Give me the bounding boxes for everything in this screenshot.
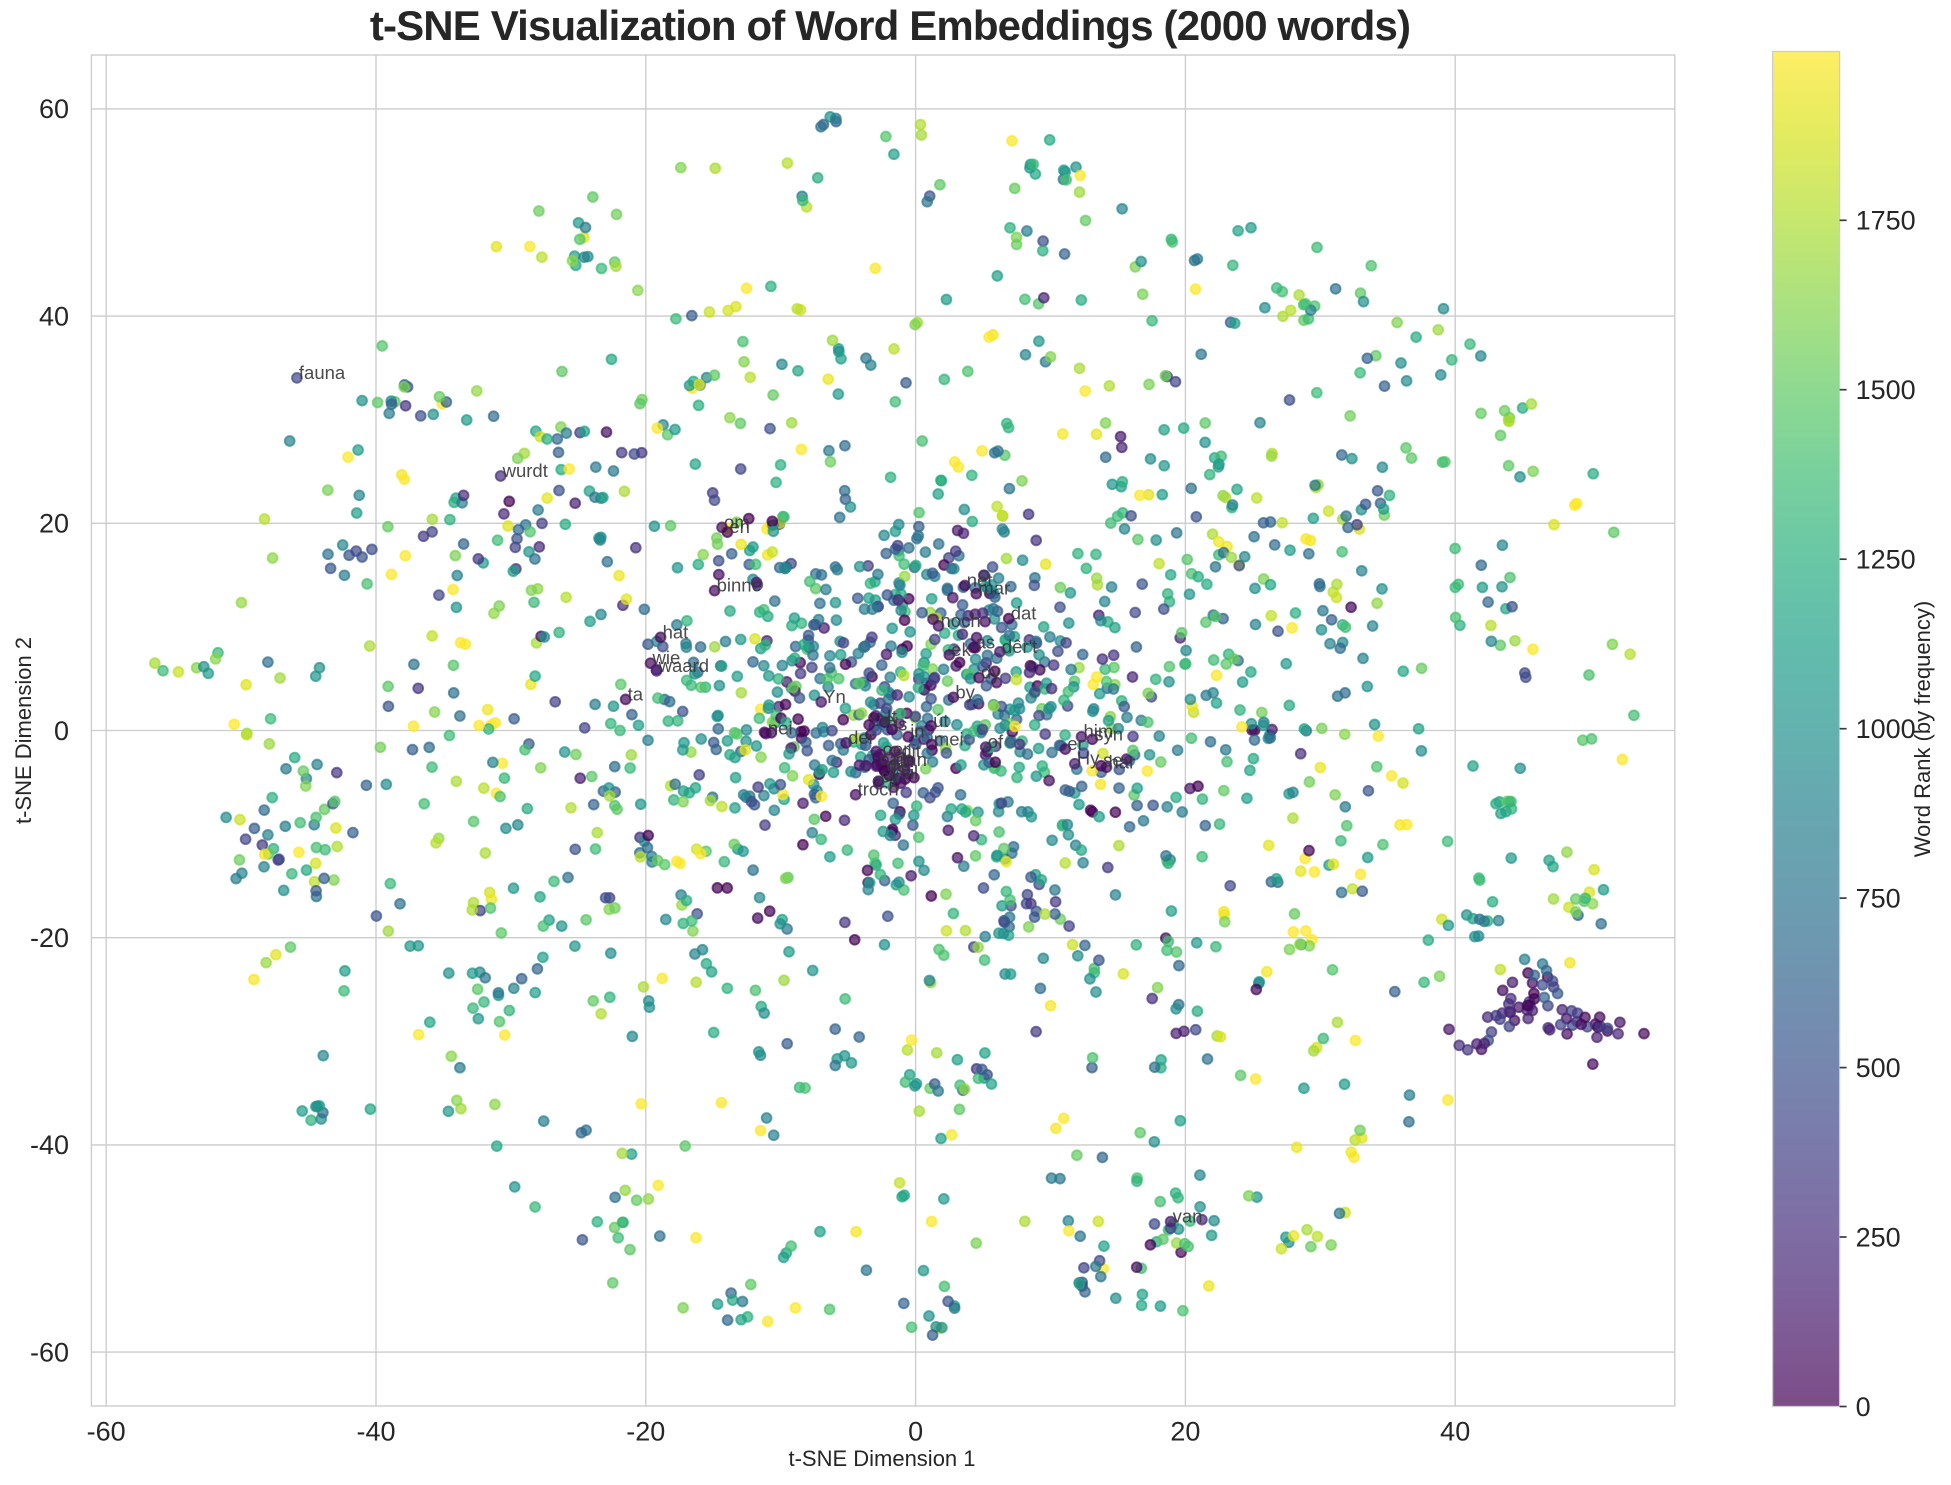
svg-text:de: de — [887, 755, 908, 776]
svg-text:net: net — [967, 570, 993, 591]
svg-text:him: him — [1084, 721, 1114, 742]
svg-text:It: It — [887, 706, 897, 727]
svg-text:1500: 1500 — [1856, 375, 1916, 405]
svg-text:-20: -20 — [626, 1416, 665, 1446]
svg-text:Yn: Yn — [823, 686, 846, 707]
svg-text:1250: 1250 — [1856, 545, 1916, 575]
svg-text:t-SNE Dimension 2: t-SNE Dimension 2 — [11, 637, 36, 824]
svg-text:-40: -40 — [30, 1130, 69, 1160]
svg-text:-20: -20 — [30, 923, 69, 953]
svg-text:sy: sy — [881, 765, 900, 786]
svg-text:dat: dat — [1011, 603, 1037, 624]
svg-text:en: en — [729, 516, 750, 537]
svg-text:De: De — [871, 709, 895, 730]
svg-text:se: se — [1103, 750, 1123, 771]
svg-text:20: 20 — [1170, 1416, 1200, 1446]
svg-text:syn: syn — [1094, 723, 1123, 744]
svg-text:troch: troch — [858, 779, 899, 800]
svg-text:der: der — [848, 727, 875, 748]
svg-text:sil: sil — [901, 762, 918, 783]
svg-text:dan: dan — [896, 749, 927, 770]
svg-text:oan: oan — [879, 749, 910, 770]
svg-text:of: of — [988, 731, 1004, 752]
svg-text:ta: ta — [628, 683, 644, 704]
svg-text:in: in — [910, 721, 924, 742]
svg-text:-60: -60 — [87, 1416, 126, 1446]
svg-text:ek: ek — [951, 639, 971, 660]
svg-text:1750: 1750 — [1856, 206, 1916, 236]
svg-text:dy: dy — [981, 662, 1001, 683]
svg-text:hat: hat — [663, 621, 689, 642]
svg-text:mar: mar — [978, 578, 1010, 599]
svg-text:út: út — [933, 710, 948, 731]
svg-text:t-SNE Dimension 1: t-SNE Dimension 1 — [788, 1446, 975, 1471]
svg-text:noch: noch — [941, 610, 981, 631]
svg-text:250: 250 — [1856, 1222, 1901, 1252]
svg-text:nei: nei — [768, 718, 793, 739]
svg-text:0: 0 — [1856, 1392, 1871, 1422]
svg-text:t-SNE Visualization of Word Em: t-SNE Visualization of Word Embeddings (… — [370, 2, 1410, 49]
svg-text:dit: dit — [901, 740, 921, 761]
svg-text:binne: binne — [717, 575, 762, 596]
svg-text:0: 0 — [908, 1416, 923, 1446]
svg-text:van: van — [1173, 1206, 1203, 1227]
svg-text:as: as — [976, 632, 996, 653]
svg-text:40: 40 — [1440, 1416, 1470, 1446]
svg-text:yn: yn — [891, 760, 911, 781]
svg-text:Word Rank (by frequency): Word Rank (by frequency) — [1910, 601, 1935, 857]
svg-text:dêr't: dêr't — [1002, 636, 1037, 657]
svg-text:750: 750 — [1856, 883, 1901, 913]
svg-text:40: 40 — [39, 301, 69, 331]
svg-text:1000: 1000 — [1856, 714, 1916, 744]
svg-text:fauna: fauna — [299, 362, 346, 383]
svg-text:0: 0 — [54, 716, 69, 746]
svg-text:-40: -40 — [356, 1416, 395, 1446]
svg-text:wie: wie — [652, 647, 681, 668]
svg-text:500: 500 — [1856, 1053, 1901, 1083]
svg-text:by: by — [955, 681, 975, 702]
svg-text:waard: waard — [658, 655, 709, 676]
svg-text:Hy: Hy — [1077, 748, 1100, 769]
svg-text:20: 20 — [39, 509, 69, 539]
svg-text:is: is — [894, 714, 907, 735]
svg-text:-60: -60 — [30, 1337, 69, 1367]
svg-text:om: om — [724, 511, 750, 532]
svg-text:60: 60 — [39, 94, 69, 124]
svg-text:oer: oer — [883, 738, 910, 759]
svg-text:wurdt: wurdt — [502, 460, 548, 481]
svg-text:mei: mei — [934, 729, 964, 750]
svg-text:har: har — [1109, 751, 1136, 772]
svg-text:er: er — [1067, 733, 1083, 754]
